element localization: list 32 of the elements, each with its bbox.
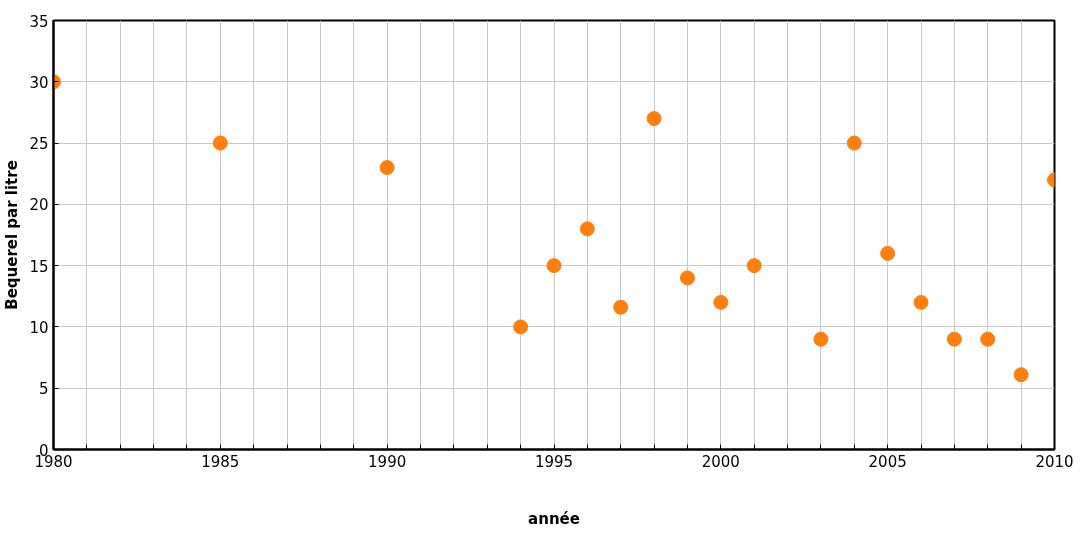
point [646, 111, 662, 127]
point [212, 135, 228, 151]
point [546, 258, 562, 274]
y-tick-label: 15 [29, 257, 49, 276]
y-tick-label: 35 [29, 12, 49, 31]
point [613, 299, 629, 315]
y-tick-label: 25 [29, 135, 49, 154]
x-tick-label: 2000 [701, 452, 740, 471]
point [579, 221, 595, 237]
y-axis-title: Bequerel par litre [3, 160, 22, 310]
point [813, 331, 829, 347]
point [746, 258, 762, 274]
point [880, 245, 896, 261]
point [513, 319, 529, 335]
x-tick-label: 2010 [1035, 452, 1074, 471]
y-tick-label: 10 [29, 318, 49, 337]
point [980, 331, 996, 347]
x-axis-title: année [528, 509, 580, 528]
point [846, 135, 862, 151]
x-tick-label: 1985 [201, 452, 240, 471]
point [679, 270, 695, 286]
y-tick-label: 5 [38, 380, 49, 399]
x-tick-label: 1990 [368, 452, 407, 471]
point [379, 160, 395, 176]
point [946, 331, 962, 347]
x-tick-label: 1995 [534, 452, 574, 471]
point [713, 294, 729, 310]
x-tick-label: 2005 [868, 452, 907, 471]
y-tick-label: 20 [29, 196, 49, 215]
point [913, 294, 929, 310]
y-tick-label: 30 [29, 73, 49, 92]
point [1013, 367, 1029, 383]
